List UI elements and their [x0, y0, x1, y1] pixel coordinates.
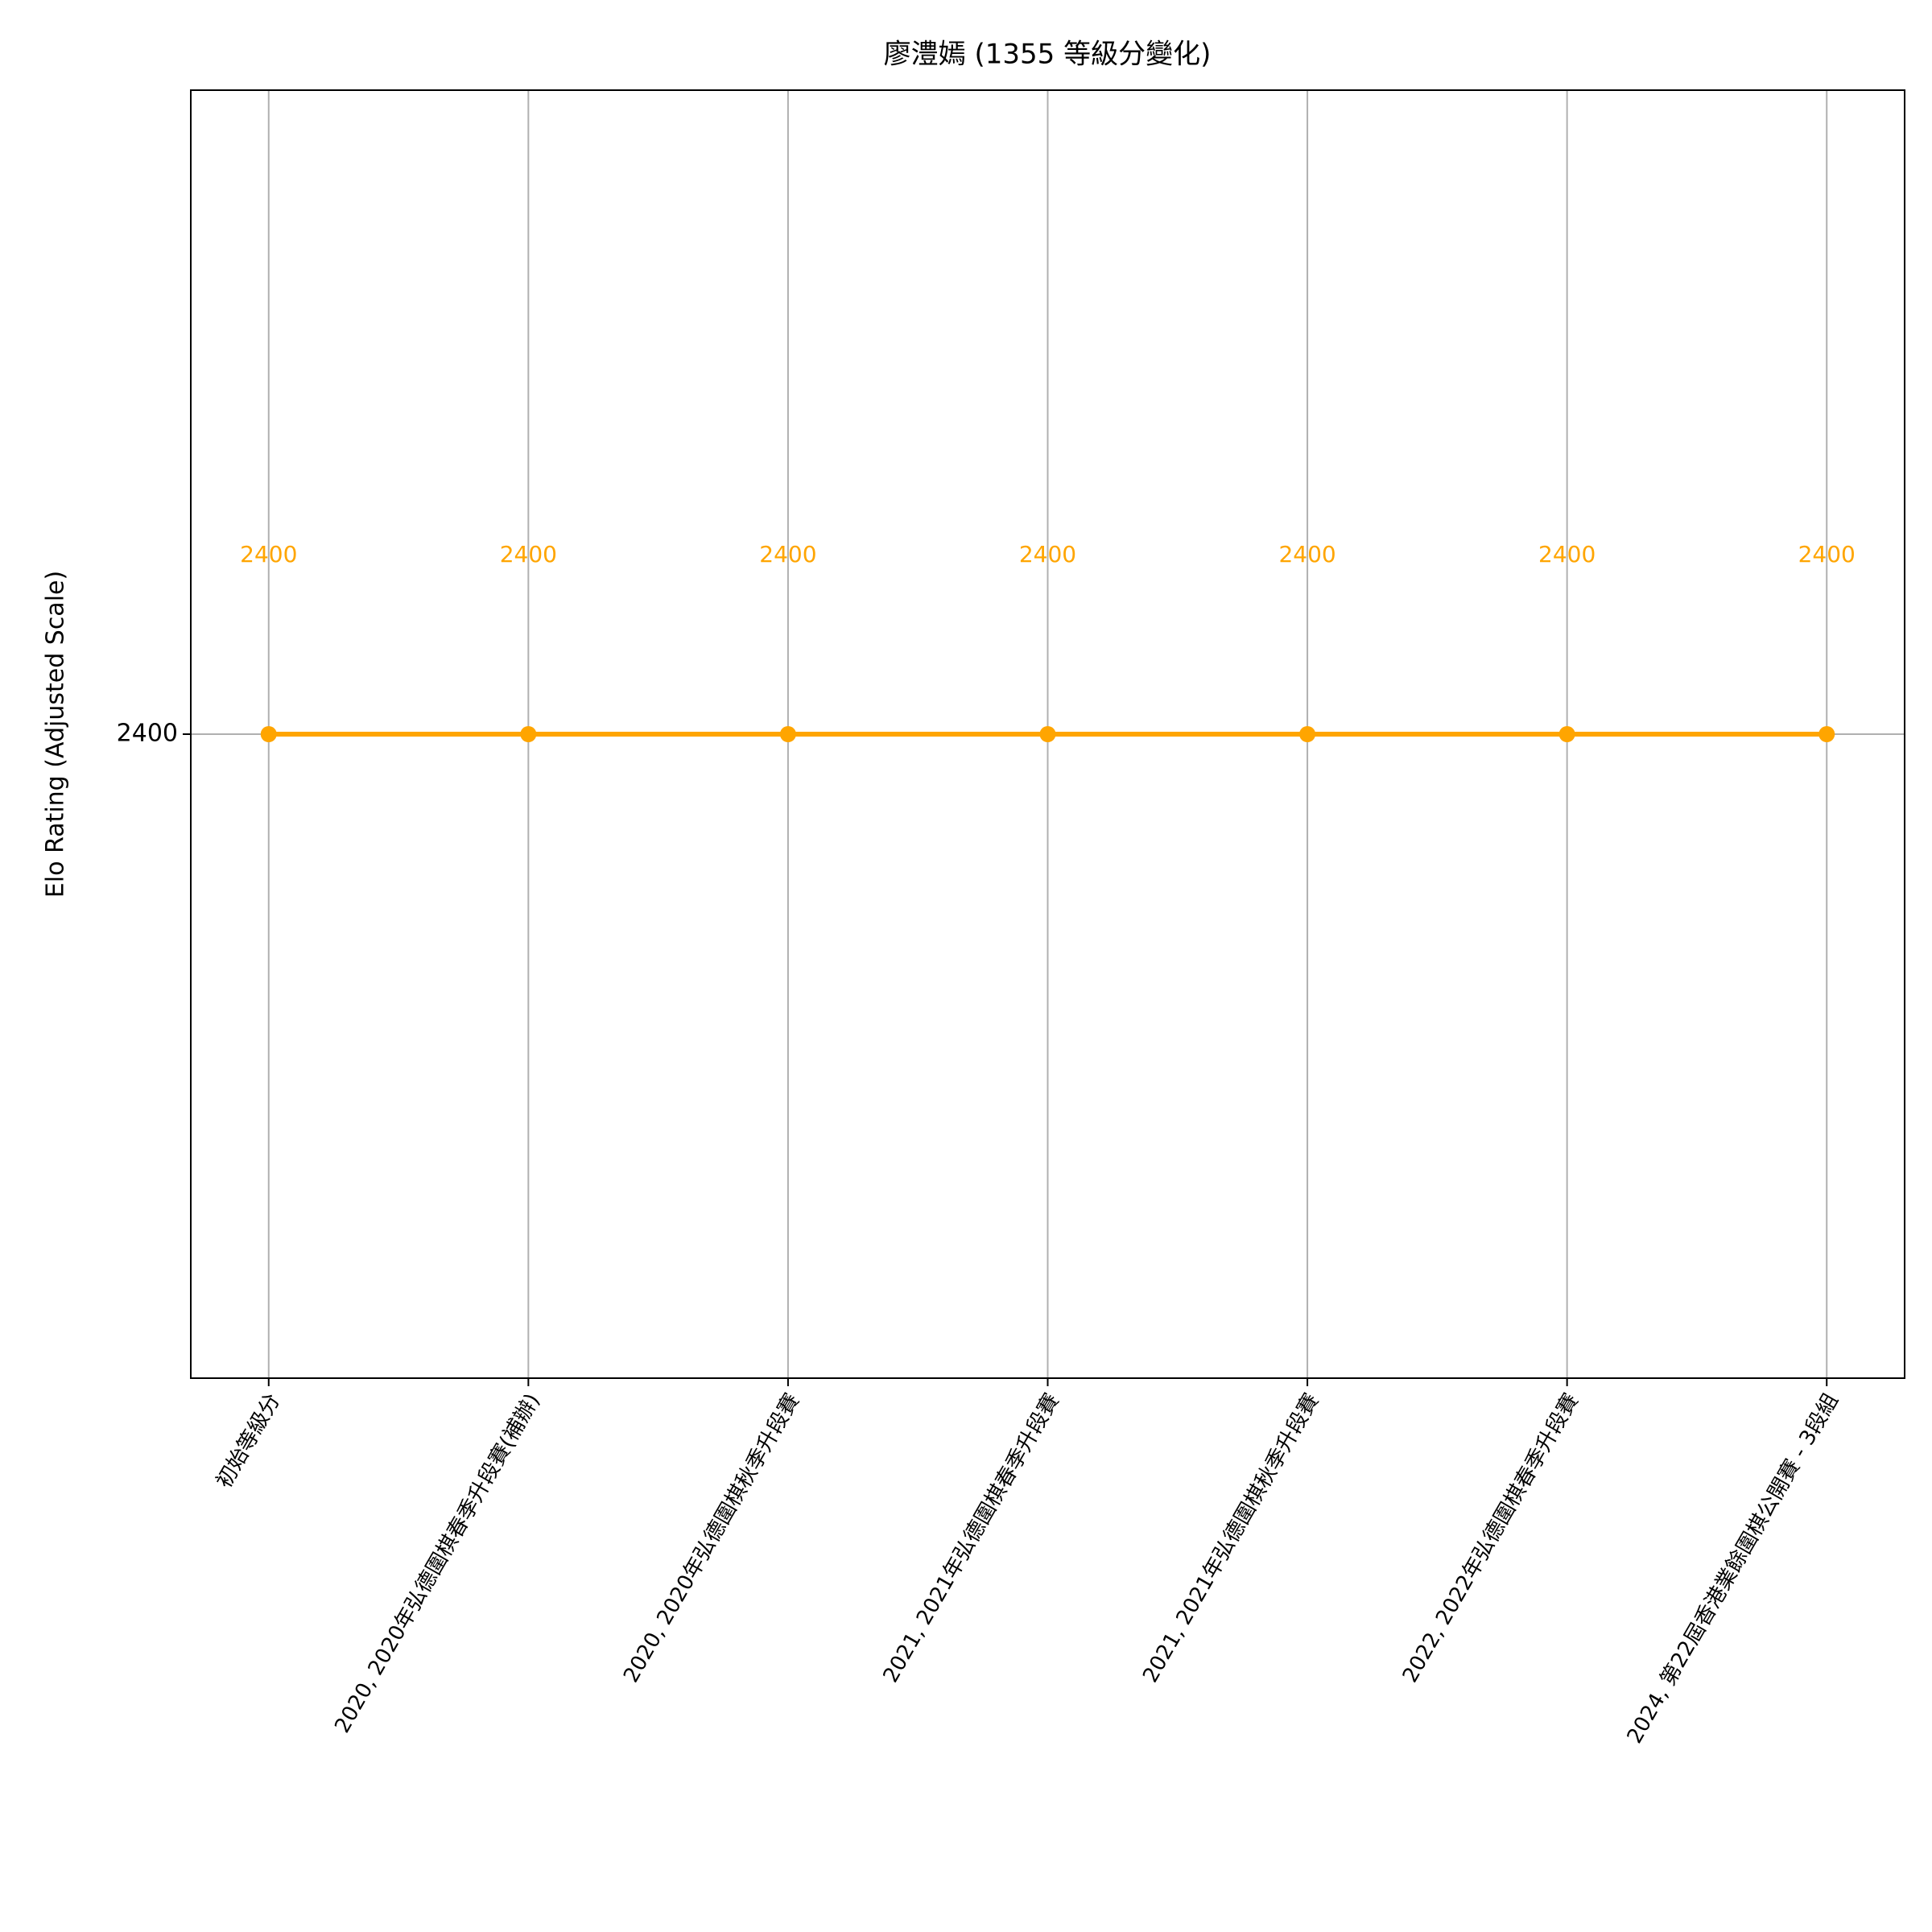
point [520, 726, 537, 742]
value-label: 2400 [1538, 541, 1596, 568]
value-label: 2400 [1278, 541, 1335, 568]
x-tick-label: 2021, 2021年弘德圍棋秋季升段賽 [1138, 1389, 1323, 1686]
value-label: 2400 [1798, 541, 1856, 568]
value-label: 2400 [240, 541, 297, 568]
point [1299, 726, 1316, 742]
y-axis-label: Elo Rating (Adjusted Scale) [42, 571, 70, 898]
value-label: 2400 [500, 541, 557, 568]
x-tick-label: 2020, 2020年弘德圍棋秋季升段賽 [619, 1389, 804, 1686]
point [260, 726, 277, 742]
value-label: 2400 [759, 541, 816, 568]
x-tick-label: 2021, 2021年弘德圍棋春季升段賽 [879, 1389, 1064, 1686]
point [1818, 726, 1835, 742]
plot-frame [190, 89, 1905, 1379]
x-tick-label: 2024, 第22屆香港業餘圍棋公開賽 - 3段組 [1623, 1389, 1843, 1748]
point [779, 726, 796, 742]
point [1558, 726, 1575, 742]
value-label: 2400 [1019, 541, 1076, 568]
y-tick-label: 2400 [117, 720, 178, 748]
x-tick-label: 2020, 2020年弘德圍棋春季升段賽(補辦) [330, 1389, 545, 1737]
x-tick-label: 初始等級分 [212, 1389, 285, 1492]
chart-title: 廖澧嫣 (1355 等級分變化) [884, 39, 1212, 71]
point [1039, 726, 1056, 742]
x-tick-label: 2022, 2022年弘德圍棋春季升段賽 [1398, 1389, 1583, 1686]
